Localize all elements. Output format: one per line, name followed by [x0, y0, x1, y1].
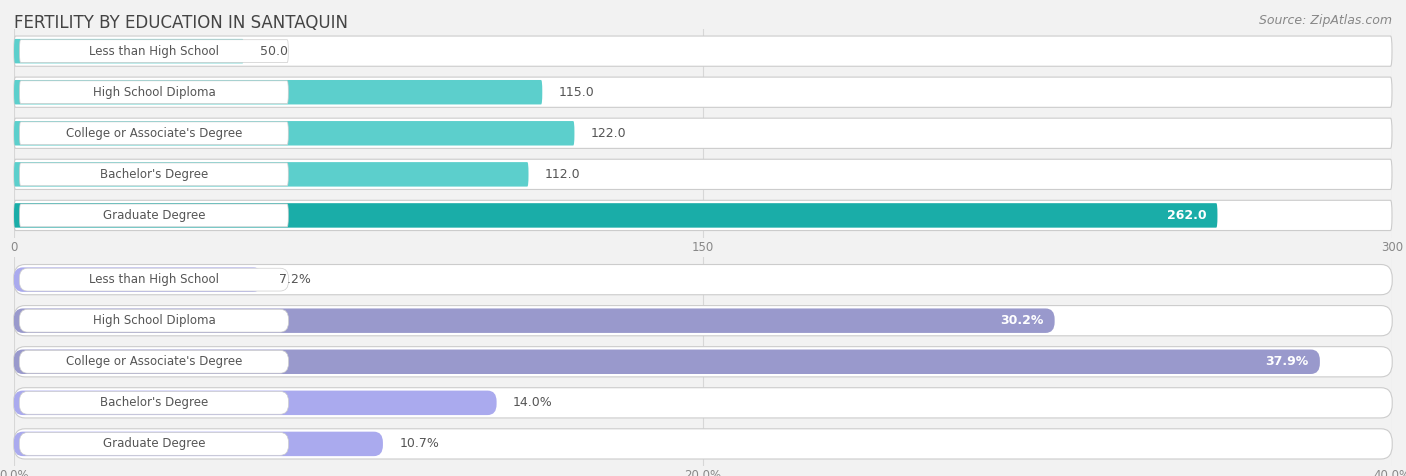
FancyBboxPatch shape: [20, 81, 288, 104]
Text: Graduate Degree: Graduate Degree: [103, 437, 205, 450]
FancyBboxPatch shape: [20, 122, 288, 145]
Text: 122.0: 122.0: [591, 127, 627, 140]
FancyBboxPatch shape: [14, 200, 1392, 230]
FancyBboxPatch shape: [14, 203, 1218, 228]
FancyBboxPatch shape: [14, 80, 543, 104]
FancyBboxPatch shape: [14, 308, 1054, 333]
Text: 10.7%: 10.7%: [399, 437, 439, 450]
FancyBboxPatch shape: [14, 39, 243, 63]
Text: Graduate Degree: Graduate Degree: [103, 209, 205, 222]
FancyBboxPatch shape: [20, 163, 288, 186]
FancyBboxPatch shape: [20, 309, 288, 332]
Text: Source: ZipAtlas.com: Source: ZipAtlas.com: [1258, 14, 1392, 27]
Text: 30.2%: 30.2%: [1000, 314, 1043, 327]
FancyBboxPatch shape: [14, 121, 575, 146]
FancyBboxPatch shape: [20, 268, 288, 291]
FancyBboxPatch shape: [14, 429, 1392, 459]
FancyBboxPatch shape: [14, 159, 1392, 189]
Text: Bachelor's Degree: Bachelor's Degree: [100, 397, 208, 409]
Text: High School Diploma: High School Diploma: [93, 314, 215, 327]
FancyBboxPatch shape: [14, 347, 1392, 377]
FancyBboxPatch shape: [20, 40, 288, 62]
Text: FERTILITY BY EDUCATION IN SANTAQUIN: FERTILITY BY EDUCATION IN SANTAQUIN: [14, 14, 349, 32]
FancyBboxPatch shape: [20, 391, 288, 414]
FancyBboxPatch shape: [14, 77, 1392, 107]
FancyBboxPatch shape: [14, 265, 1392, 295]
Text: High School Diploma: High School Diploma: [93, 86, 215, 99]
FancyBboxPatch shape: [20, 350, 288, 373]
FancyBboxPatch shape: [14, 36, 1392, 66]
FancyBboxPatch shape: [20, 433, 288, 456]
FancyBboxPatch shape: [14, 432, 382, 456]
Text: Less than High School: Less than High School: [89, 45, 219, 58]
Text: 262.0: 262.0: [1167, 209, 1206, 222]
Text: 112.0: 112.0: [546, 168, 581, 181]
Text: College or Associate's Degree: College or Associate's Degree: [66, 127, 242, 140]
FancyBboxPatch shape: [14, 388, 1392, 418]
FancyBboxPatch shape: [14, 349, 1320, 374]
FancyBboxPatch shape: [14, 268, 263, 292]
Text: 50.0: 50.0: [260, 45, 288, 58]
Text: Bachelor's Degree: Bachelor's Degree: [100, 168, 208, 181]
FancyBboxPatch shape: [14, 118, 1392, 149]
Text: 14.0%: 14.0%: [513, 397, 553, 409]
FancyBboxPatch shape: [14, 162, 529, 187]
Text: 7.2%: 7.2%: [278, 273, 311, 286]
Text: 37.9%: 37.9%: [1265, 355, 1309, 368]
FancyBboxPatch shape: [20, 204, 288, 227]
FancyBboxPatch shape: [14, 391, 496, 415]
Text: 115.0: 115.0: [558, 86, 595, 99]
Text: College or Associate's Degree: College or Associate's Degree: [66, 355, 242, 368]
Text: Less than High School: Less than High School: [89, 273, 219, 286]
FancyBboxPatch shape: [14, 306, 1392, 336]
